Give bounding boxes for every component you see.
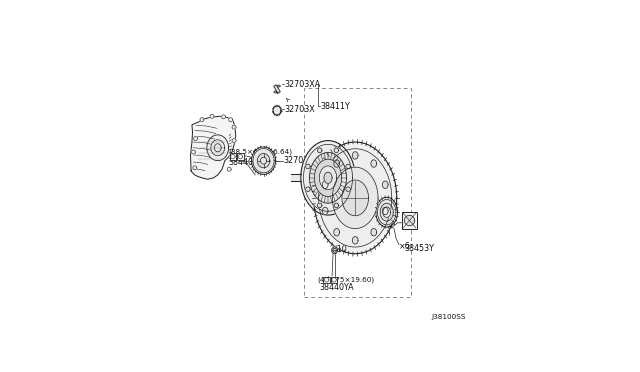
Bar [323, 277, 330, 283]
Polygon shape [371, 228, 376, 236]
Polygon shape [324, 172, 332, 183]
Polygon shape [211, 140, 225, 156]
Polygon shape [301, 141, 355, 215]
Polygon shape [207, 135, 228, 161]
Bar [331, 277, 337, 283]
Polygon shape [323, 207, 328, 215]
Text: 38440Y: 38440Y [228, 158, 258, 167]
Bar [402, 212, 417, 230]
Text: J38100SS: J38100SS [432, 314, 466, 320]
Polygon shape [319, 149, 392, 247]
Polygon shape [277, 85, 280, 87]
Polygon shape [303, 144, 353, 211]
Polygon shape [228, 118, 232, 122]
Polygon shape [382, 207, 388, 215]
Text: ×6: ×6 [399, 241, 411, 250]
Polygon shape [353, 237, 358, 244]
Polygon shape [194, 137, 198, 141]
Text: (38.5×67×16.64): (38.5×67×16.64) [228, 149, 292, 155]
Bar [230, 154, 236, 160]
Polygon shape [314, 159, 342, 196]
Polygon shape [334, 228, 340, 236]
Polygon shape [378, 199, 396, 225]
Polygon shape [305, 164, 310, 169]
Bar [303, 87, 411, 297]
Polygon shape [230, 154, 234, 158]
Polygon shape [383, 207, 390, 217]
Polygon shape [274, 91, 276, 93]
Text: 32701Y: 32701Y [284, 155, 314, 164]
Bar [237, 154, 243, 160]
Polygon shape [232, 139, 236, 142]
Polygon shape [232, 125, 236, 129]
Polygon shape [353, 152, 358, 159]
Polygon shape [346, 187, 351, 192]
Polygon shape [332, 247, 337, 254]
Polygon shape [371, 160, 376, 167]
Polygon shape [274, 85, 280, 93]
Text: ×10: ×10 [331, 245, 348, 254]
Polygon shape [253, 148, 274, 173]
Polygon shape [317, 148, 322, 153]
Polygon shape [257, 154, 270, 168]
Polygon shape [404, 215, 415, 226]
Polygon shape [334, 203, 339, 208]
Polygon shape [221, 115, 225, 119]
Polygon shape [334, 148, 339, 153]
Polygon shape [191, 150, 195, 154]
Polygon shape [380, 203, 393, 221]
Polygon shape [314, 142, 397, 254]
Polygon shape [323, 181, 328, 189]
Polygon shape [227, 167, 231, 171]
Polygon shape [342, 180, 369, 216]
Polygon shape [252, 147, 276, 174]
Text: 38453Y: 38453Y [404, 244, 434, 253]
Polygon shape [317, 203, 322, 208]
Text: 38411Y: 38411Y [321, 102, 350, 111]
Polygon shape [346, 164, 351, 169]
Polygon shape [193, 166, 197, 170]
Polygon shape [310, 153, 346, 203]
Polygon shape [382, 181, 388, 189]
Polygon shape [260, 157, 266, 164]
Text: 32703XA: 32703XA [284, 80, 321, 89]
Polygon shape [334, 160, 340, 167]
Polygon shape [305, 187, 310, 192]
Text: 32703X: 32703X [284, 105, 316, 113]
Text: (45×75×19.60): (45×75×19.60) [317, 276, 374, 283]
Polygon shape [332, 167, 378, 229]
Polygon shape [376, 197, 397, 227]
Polygon shape [273, 106, 281, 115]
Polygon shape [319, 166, 337, 190]
Text: 38440YA: 38440YA [319, 283, 354, 292]
Polygon shape [210, 114, 214, 118]
Polygon shape [191, 116, 236, 179]
Polygon shape [200, 118, 204, 122]
Polygon shape [291, 174, 301, 181]
